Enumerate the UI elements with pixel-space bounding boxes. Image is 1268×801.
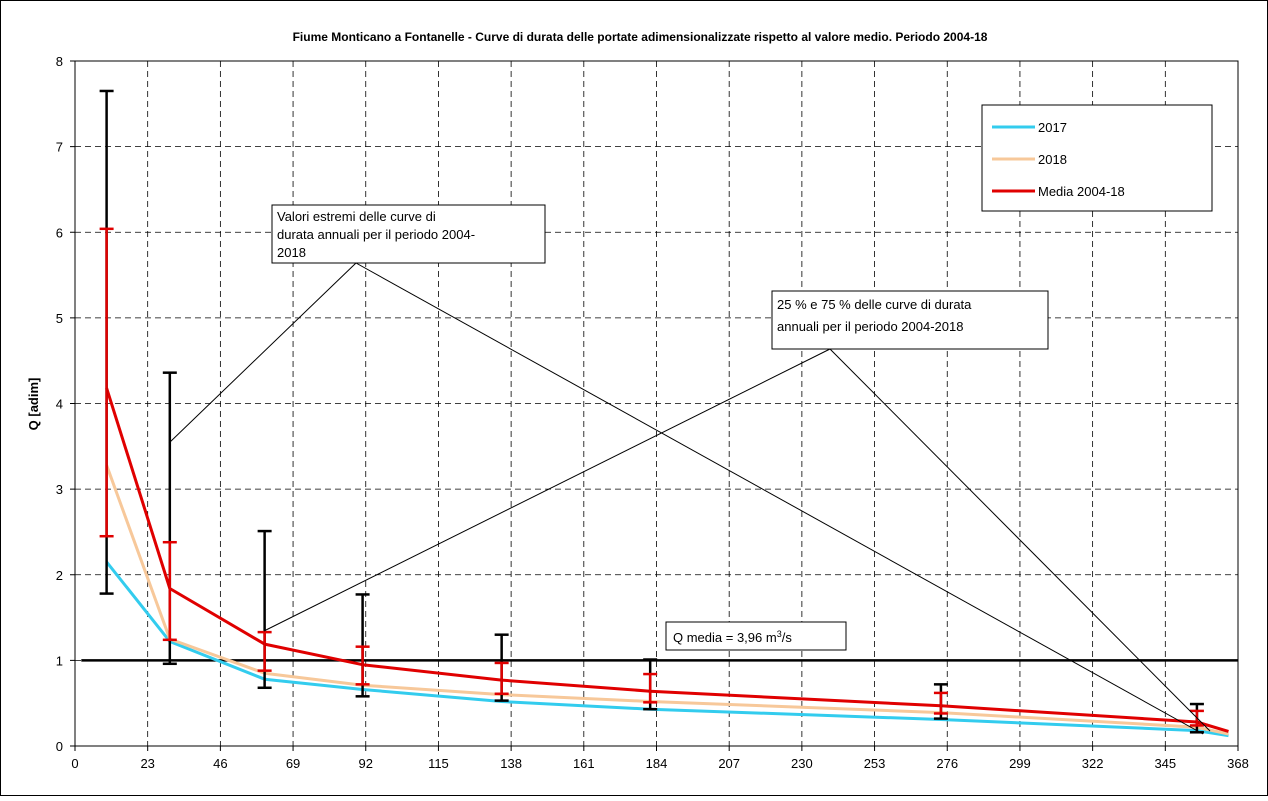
quartiles-leader-line [829,348,1211,732]
legend-label: 2017 [1038,120,1067,135]
q-media-label-box [665,621,847,651]
y-tick-label: 6 [56,225,63,240]
extremes-annotation-text: Valori estremi delle curve di [277,209,436,224]
q-media-label: Q media = 3,96 m3/s [673,629,792,645]
y-tick-label: 3 [56,482,63,497]
q-media-label-unit: /s [782,630,793,645]
q-media-label-text: Q media = 3,96 m [673,630,777,645]
x-tick-label: 0 [71,756,78,771]
x-tick-label: 230 [791,756,813,771]
legend: 2017 2018 Media 2004-18 [981,104,1213,212]
x-tick-label: 345 [1154,756,1176,771]
quartiles-annotation-text: annuali per il periodo 2004-2018 [777,319,963,334]
extremes-leader-line [168,262,357,444]
y-tick-label: 5 [56,311,63,326]
quartiles-annotation-box [771,290,1049,350]
legend-label: Media 2004-18 [1038,184,1125,199]
x-tick-label: 92 [359,756,373,771]
y-tick-label: 2 [56,568,63,583]
quartiles-leader-line [263,348,831,632]
axes-group: 0 23 46 69 92 115 138 161 184 207 230 253 276 299 322 3… [56,54,1249,771]
reference-line-group: Q media = 3,96 m3/s [81,621,1238,662]
y-tick-label: 0 [56,739,63,754]
legend-label: 2018 [1038,152,1067,167]
x-tick-label: 138 [500,756,522,771]
extremes-annotation-text: durata annuali per il periodo 2004- [277,227,475,242]
quartiles-annotation-text: 25 % e 75 % delle curve di durata [777,297,972,312]
x-tick-label: 184 [646,756,668,771]
x-tick-label: 276 [936,756,958,771]
x-tick-label: 368 [1227,756,1249,771]
chart-title: Fiume Monticano a Fontanelle - Curve di … [293,30,988,44]
q-media-label-superscript: 3 [777,629,782,639]
annotations-group: Valori estremi delle curve di durata annu… [168,204,1211,735]
x-tick-label: 322 [1082,756,1104,771]
x-tick-label: 69 [286,756,300,771]
y-axis-label: Q [adim] [26,378,41,431]
x-tick-label: 115 [428,756,449,771]
x-tick-label: 253 [864,756,886,771]
extremes-leader-line [355,262,1204,735]
x-tick-label: 23 [140,756,154,771]
x-tick-label: 207 [718,756,740,771]
error-bars-group [99,89,1204,734]
y-tick-label: 7 [56,140,63,155]
x-tick-label: 46 [213,756,227,771]
extremes-annotation-box [271,204,546,264]
y-tick-label: 8 [56,54,63,69]
y-tick-label: 1 [56,653,63,668]
extremes-annotation-text: 2018 [277,245,306,260]
x-tick-label: 161 [573,756,595,771]
y-tick-label: 4 [56,397,63,412]
x-tick-label: 299 [1009,756,1031,771]
